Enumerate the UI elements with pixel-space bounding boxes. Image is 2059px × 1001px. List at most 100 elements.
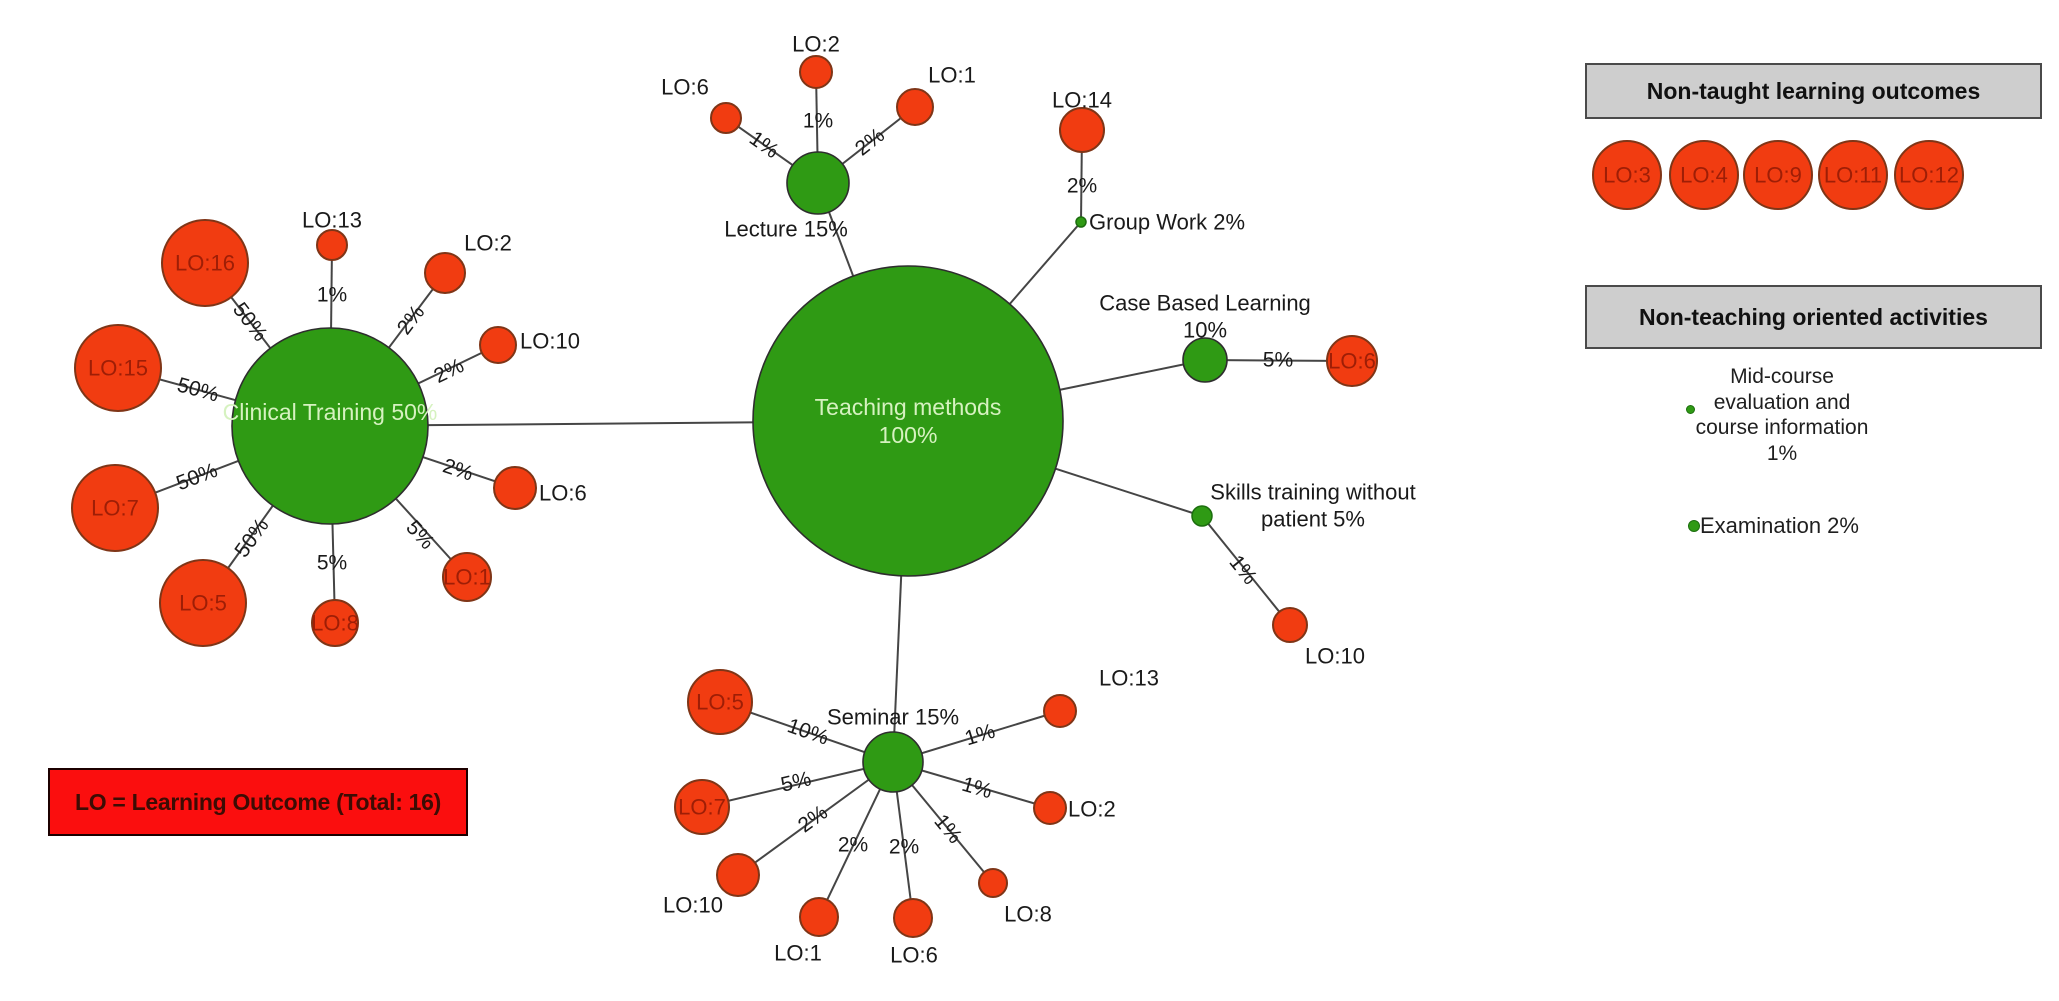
edge-label-lecture-llo6: 1%	[745, 127, 783, 163]
node-label-slo10: LO:10	[1305, 644, 1365, 669]
node-clo13	[316, 229, 348, 261]
edge-label-clinical-clo15: 50%	[175, 373, 222, 406]
node-clo7	[71, 464, 159, 552]
edge-label-clinical-clo2: 2%	[393, 301, 430, 339]
node-label-clo6: LO:6	[539, 481, 587, 506]
node-label-clo15: LO:15	[88, 356, 148, 381]
legend-circle-lo-12	[1894, 140, 1964, 210]
node-label-selo1: LO:1	[774, 941, 822, 966]
edge-label-seminar-selo7: 5%	[779, 767, 814, 796]
legend-header-non-teaching: Non-teaching oriented activities	[1585, 285, 2042, 349]
edge-label-seminar-selo6: 2%	[889, 836, 919, 859]
node-seminar	[862, 731, 924, 793]
node-lecture	[786, 151, 850, 215]
node-llo2	[799, 55, 833, 89]
node-label-cblo6: LO:6	[1328, 349, 1376, 374]
edge-skills-slo10	[1201, 515, 1291, 626]
node-clo6	[493, 466, 537, 510]
node-label-selo5: LO:5	[696, 690, 744, 715]
node-label-llo2: LO:2	[792, 32, 840, 57]
node-label-selo6: LO:6	[890, 943, 938, 968]
nodes-layer	[71, 55, 1964, 938]
legend-circle-label-3: LO:11	[1824, 163, 1882, 188]
edge-seminar-selo7	[701, 761, 894, 808]
node-selo13	[1043, 694, 1077, 728]
node-label-clo2: LO:2	[464, 231, 512, 256]
node-clo2	[424, 252, 466, 294]
mid-course-dot	[1686, 405, 1695, 414]
edge-label-casebased-cblo6: 5%	[1263, 348, 1294, 371]
edge-label-seminar-selo8: 1%	[929, 810, 966, 848]
edge-label-lecture-llo2: 1%	[803, 110, 833, 133]
node-slo10	[1272, 607, 1308, 643]
node-label-seminar: Seminar 15%	[827, 705, 959, 730]
node-label-clinical: Clinical Training 50%	[223, 399, 438, 425]
node-label-teaching: Teaching methods 100%	[815, 394, 1002, 448]
edge-label-seminar-selo13: 1%	[962, 720, 998, 751]
node-label-clo16: LO:16	[175, 251, 235, 276]
node-teaching	[752, 265, 1064, 577]
node-label-selo10: LO:10	[663, 893, 723, 918]
node-clinical	[231, 327, 429, 525]
node-selo8	[978, 868, 1008, 898]
node-label-clo8: LO:8	[311, 611, 359, 636]
node-clo5	[159, 559, 247, 647]
edge-label-seminar-selo10: 2%	[794, 801, 832, 837]
node-selo2	[1033, 791, 1067, 825]
labels-layer: Teaching methods 100% Clinical Training 50…	[88, 32, 1959, 968]
legend-circle-lo-4	[1669, 140, 1739, 210]
edge-label-clinical-clo6: 2%	[440, 454, 476, 485]
legend-circle-lo-11	[1818, 140, 1888, 210]
edge-label-clinical-clo8: 5%	[317, 552, 347, 575]
node-cblo6	[1326, 335, 1378, 387]
node-label-clo7: LO:7	[91, 496, 139, 521]
node-label-lecture: Lecture 15%	[724, 217, 848, 242]
edge-label-seminar-selo5: 10%	[784, 714, 831, 749]
edge-label-seminar-selo2: 1%	[959, 773, 995, 804]
node-label-llo1: LO:1	[928, 63, 976, 88]
node-llo1	[896, 88, 934, 126]
node-llo6	[710, 102, 742, 134]
node-label-clo10: LO:10	[520, 329, 580, 354]
edge-label-clinical-clo10: 2%	[430, 354, 467, 388]
legend-circle-label-1: LO:4	[1680, 163, 1728, 188]
node-label-selo13: LO:13	[1099, 666, 1159, 691]
legend-circle-label-0: LO:3	[1603, 163, 1651, 188]
node-label-selo7: LO:7	[678, 795, 726, 820]
node-label-clo1: LO:1	[443, 565, 491, 590]
edge-seminar-selo10	[737, 761, 894, 876]
node-selo7	[674, 779, 730, 835]
node-label-selo8: LO:8	[1004, 902, 1052, 927]
examination-dot	[1688, 520, 1700, 532]
edge-label-seminar-selo1: 2%	[838, 834, 868, 857]
node-label-casebased: Case Based Learning 10%	[1099, 291, 1311, 343]
node-selo10	[716, 853, 760, 897]
node-clo10	[479, 326, 517, 364]
node-clo1	[442, 552, 492, 602]
edge-label-clinical-clo7: 50%	[173, 459, 220, 495]
edge-label-clinical-clo1: 5%	[401, 516, 438, 554]
node-clo16	[161, 219, 249, 307]
node-selo5	[687, 669, 753, 735]
edge-label-clinical-clo13: 1%	[317, 284, 347, 307]
node-clo8	[311, 599, 359, 647]
legend-circle-label-4: LO:12	[1899, 163, 1959, 188]
node-label-selo2: LO:2	[1068, 797, 1116, 822]
node-label-skills: Skills training without patient 5%	[1210, 480, 1415, 532]
edge-label-groupwork-lo14: 2%	[1067, 175, 1097, 198]
node-label-lo14: LO:14	[1052, 88, 1112, 113]
legend-circle-label-2: LO:9	[1754, 163, 1802, 188]
node-label-groupwork: Group Work 2%	[1089, 210, 1245, 235]
node-lo14	[1059, 107, 1105, 153]
node-label-llo6: LO:6	[661, 75, 709, 100]
node-skills	[1191, 505, 1213, 527]
node-groupwork	[1075, 216, 1087, 228]
node-casebased	[1182, 337, 1228, 383]
node-label-clo13: LO:13	[302, 208, 362, 233]
examination-entry: Examination 2%	[1700, 513, 1859, 538]
node-selo1	[799, 897, 839, 937]
legend-circle-lo-3	[1592, 140, 1662, 210]
legend-circle-lo-9	[1743, 140, 1813, 210]
node-label-clo5: LO:5	[179, 591, 227, 616]
